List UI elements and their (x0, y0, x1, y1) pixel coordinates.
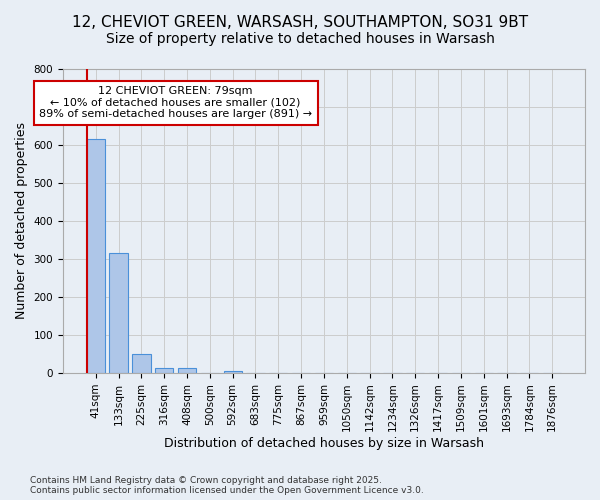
X-axis label: Distribution of detached houses by size in Warsash: Distribution of detached houses by size … (164, 437, 484, 450)
Bar (132, 354, 151, 373)
Y-axis label: Number of detached properties: Number of detached properties (15, 122, 28, 320)
Text: 12, CHEVIOT GREEN, WARSASH, SOUTHAMPTON, SO31 9BT: 12, CHEVIOT GREEN, WARSASH, SOUTHAMPTON,… (72, 15, 528, 30)
Text: 12 CHEVIOT GREEN: 79sqm
← 10% of detached houses are smaller (102)
89% of semi-d: 12 CHEVIOT GREEN: 79sqm ← 10% of detache… (39, 86, 312, 120)
Bar (178, 368, 196, 373)
Bar (155, 368, 173, 373)
Bar (109, 254, 128, 373)
Text: Size of property relative to detached houses in Warsash: Size of property relative to detached ho… (106, 32, 494, 46)
Bar (86, 140, 105, 373)
Text: Contains HM Land Registry data © Crown copyright and database right 2025.
Contai: Contains HM Land Registry data © Crown c… (30, 476, 424, 495)
Bar (224, 371, 242, 373)
